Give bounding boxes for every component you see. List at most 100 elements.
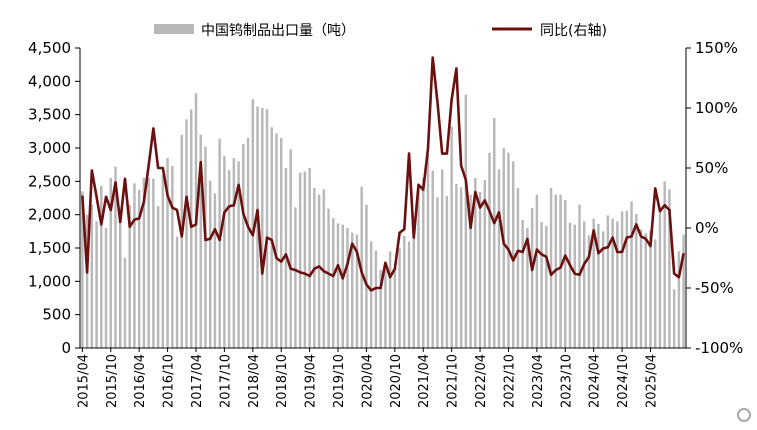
x-tick-label: 2018/04	[247, 354, 262, 408]
bar	[322, 189, 326, 348]
bar	[521, 220, 524, 348]
bar	[133, 183, 136, 348]
bar	[677, 251, 681, 348]
bar	[568, 222, 572, 348]
bar	[549, 188, 553, 348]
bar	[237, 161, 240, 348]
bar	[407, 241, 411, 348]
bar	[204, 146, 207, 348]
bar	[261, 108, 264, 348]
bar	[606, 215, 610, 348]
bar	[516, 188, 520, 348]
x-tick-label: 2022/10	[503, 354, 518, 408]
bar	[379, 270, 382, 348]
bar	[469, 194, 472, 348]
bar	[616, 221, 619, 348]
bar	[417, 188, 420, 348]
bar	[242, 144, 245, 348]
left-tick-label: 0	[61, 339, 71, 357]
bar	[142, 178, 146, 348]
bar	[123, 258, 127, 348]
bar	[246, 138, 250, 348]
bar	[104, 228, 108, 348]
x-tick-label: 2022/04	[474, 354, 489, 408]
bar	[530, 208, 534, 348]
bar	[147, 178, 150, 348]
bar	[275, 133, 278, 348]
bar	[592, 218, 595, 348]
x-axis	[80, 347, 686, 352]
x-tick-label: 2023/04	[531, 354, 546, 408]
bar	[445, 196, 449, 348]
left-tick-label: 4,500	[28, 39, 71, 57]
bar	[270, 127, 273, 348]
bar	[265, 109, 269, 348]
bar	[161, 174, 165, 348]
x-tick-label: 2024/04	[588, 354, 603, 408]
bar	[336, 223, 340, 348]
bar	[464, 94, 468, 348]
bar	[208, 180, 212, 348]
bar	[95, 221, 98, 348]
bar	[450, 126, 453, 348]
bar	[100, 186, 103, 348]
bar	[251, 99, 255, 348]
bar	[526, 228, 529, 348]
x-tick-label: 2024/10	[616, 354, 631, 408]
left-tick-label: 2,000	[28, 206, 71, 224]
bar-series	[81, 93, 685, 348]
bar	[128, 204, 131, 348]
bar	[497, 169, 501, 348]
right-axis: -100% -50% 0% 50% 100% 150%	[685, 39, 743, 357]
bar	[137, 190, 141, 348]
bar	[303, 171, 307, 348]
bar	[573, 224, 576, 348]
bar	[493, 118, 496, 348]
legend-bar-label: 中国钨制品出口量（吨）	[201, 23, 355, 39]
bar	[119, 211, 122, 348]
bar	[393, 268, 397, 348]
left-tick-label: 2,500	[28, 172, 71, 190]
left-tick-label: 3,500	[28, 106, 71, 124]
bar	[668, 189, 671, 348]
bar	[545, 226, 548, 348]
x-tick-label: 2015/10	[105, 354, 120, 408]
bar	[180, 134, 184, 348]
bar	[298, 172, 302, 348]
legend: 中国钨制品出口量（吨） 同比(右轴)	[154, 23, 607, 39]
bar	[218, 138, 221, 348]
bar	[227, 170, 231, 348]
x-tick-label: 2025/04	[645, 354, 660, 408]
bar	[483, 180, 487, 348]
bar	[630, 201, 633, 348]
left-tick-label: 1,500	[28, 239, 71, 257]
right-tick-label: 100%	[695, 99, 738, 117]
x-tick-label: 2017/04	[190, 354, 205, 408]
bar	[279, 138, 283, 348]
bar	[332, 218, 335, 348]
bar	[369, 241, 373, 348]
x-tick-label: 2018/10	[275, 354, 290, 408]
bar	[374, 250, 378, 348]
bar	[654, 239, 657, 348]
legend-bar-swatch	[154, 24, 194, 34]
bar	[635, 214, 638, 348]
left-tick-label: 4,000	[28, 72, 71, 90]
x-tick-label: 2021/04	[417, 354, 432, 408]
bar	[85, 214, 89, 348]
right-tick-label: 150%	[695, 39, 738, 57]
bar	[540, 222, 543, 348]
x-tick-label: 2021/10	[446, 354, 461, 408]
bar	[213, 193, 217, 348]
watermark-icon	[737, 408, 751, 422]
bar	[582, 221, 586, 348]
bar	[185, 119, 188, 348]
bar	[578, 204, 581, 348]
watermark	[737, 408, 751, 422]
x-tick-label: 2016/04	[133, 354, 148, 408]
x-tick-label: 2017/10	[218, 354, 233, 408]
left-tick-label: 500	[42, 306, 71, 324]
x-tick-label: 2020/04	[360, 354, 375, 408]
x-tick-label: 2019/04	[304, 354, 319, 408]
